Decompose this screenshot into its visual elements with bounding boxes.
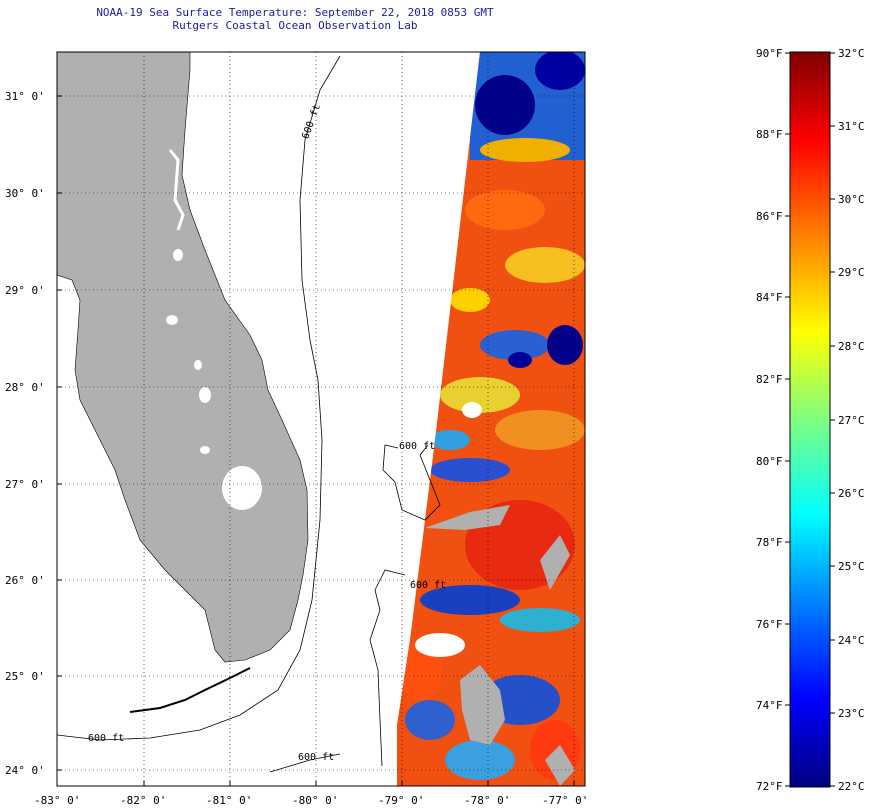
svg-text:24° 0': 24° 0': [5, 764, 45, 777]
svg-text:26° 0': 26° 0': [5, 574, 45, 587]
longitude-labels: -83° 0' -82° 0' -81° 0' -80° 0' -79° 0' …: [34, 794, 588, 807]
isobath-label: 600 ft: [410, 580, 446, 591]
svg-text:88°F: 88°F: [756, 128, 783, 141]
frame-ticks: [57, 95, 575, 786]
svg-text:27° 0': 27° 0': [5, 478, 45, 491]
svg-text:29° 0': 29° 0': [5, 284, 45, 297]
svg-text:-82° 0': -82° 0': [120, 794, 166, 807]
svg-text:22°C: 22°C: [838, 780, 865, 793]
graticule: [57, 52, 585, 786]
svg-text:-79° 0': -79° 0': [378, 794, 424, 807]
svg-text:72°F: 72°F: [756, 780, 783, 793]
svg-text:29°C: 29°C: [838, 266, 865, 279]
svg-text:-78° 0': -78° 0': [464, 794, 510, 807]
lake-okeechobee: [222, 466, 262, 510]
temperature-colorbar: 90°F 88°F 86°F 84°F 82°F 80°F 78°F 76°F …: [756, 47, 865, 793]
svg-text:25°C: 25°C: [838, 560, 865, 573]
svg-text:28° 0': 28° 0': [5, 381, 45, 394]
svg-text:32°C: 32°C: [838, 47, 865, 60]
isobath-label: 600 ft: [399, 441, 435, 452]
svg-text:27°C: 27°C: [838, 414, 865, 427]
svg-text:31°C: 31°C: [838, 120, 865, 133]
svg-text:86°F: 86°F: [756, 210, 783, 223]
svg-text:24°C: 24°C: [838, 634, 865, 647]
svg-text:26°C: 26°C: [838, 487, 865, 500]
svg-text:76°F: 76°F: [756, 618, 783, 631]
svg-text:-83° 0': -83° 0': [34, 794, 80, 807]
isobath-contours: [57, 55, 441, 773]
svg-text:78°F: 78°F: [756, 536, 783, 549]
map-subtitle: Rutgers Coastal Ocean Observation Lab: [172, 19, 418, 32]
svg-text:74°F: 74°F: [756, 699, 783, 712]
svg-text:82°F: 82°F: [756, 373, 783, 386]
svg-text:23°C: 23°C: [838, 707, 865, 720]
svg-text:28°C: 28°C: [838, 340, 865, 353]
svg-text:-77° 0': -77° 0': [542, 794, 588, 807]
isobath-label: 600 ft: [298, 752, 334, 763]
isobath-label: 600 ft: [88, 733, 124, 744]
svg-text:31° 0': 31° 0': [5, 90, 45, 103]
map-panel: [56, 51, 586, 787]
svg-text:30° 0': 30° 0': [5, 187, 45, 200]
svg-text:-81° 0': -81° 0': [206, 794, 252, 807]
colorbar-fahrenheit-labels: 90°F 88°F 86°F 84°F 82°F 80°F 78°F 76°F …: [756, 47, 783, 793]
colorbar-celsius-labels: 32°C 31°C 30°C 29°C 28°C 27°C 26°C 25°C …: [838, 47, 865, 793]
svg-text:84°F: 84°F: [756, 291, 783, 304]
latitude-labels: 31° 0' 30° 0' 29° 0' 28° 0' 27° 0' 26° 0…: [5, 90, 45, 777]
svg-text:30°C: 30°C: [838, 193, 865, 206]
svg-text:25° 0': 25° 0': [5, 670, 45, 683]
svg-text:80°F: 80°F: [756, 455, 783, 468]
svg-text:90°F: 90°F: [756, 47, 783, 60]
map-title: NOAA-19 Sea Surface Temperature: Septemb…: [96, 6, 494, 19]
svg-text:-80° 0': -80° 0': [292, 794, 338, 807]
florida-keys: [129, 667, 251, 713]
